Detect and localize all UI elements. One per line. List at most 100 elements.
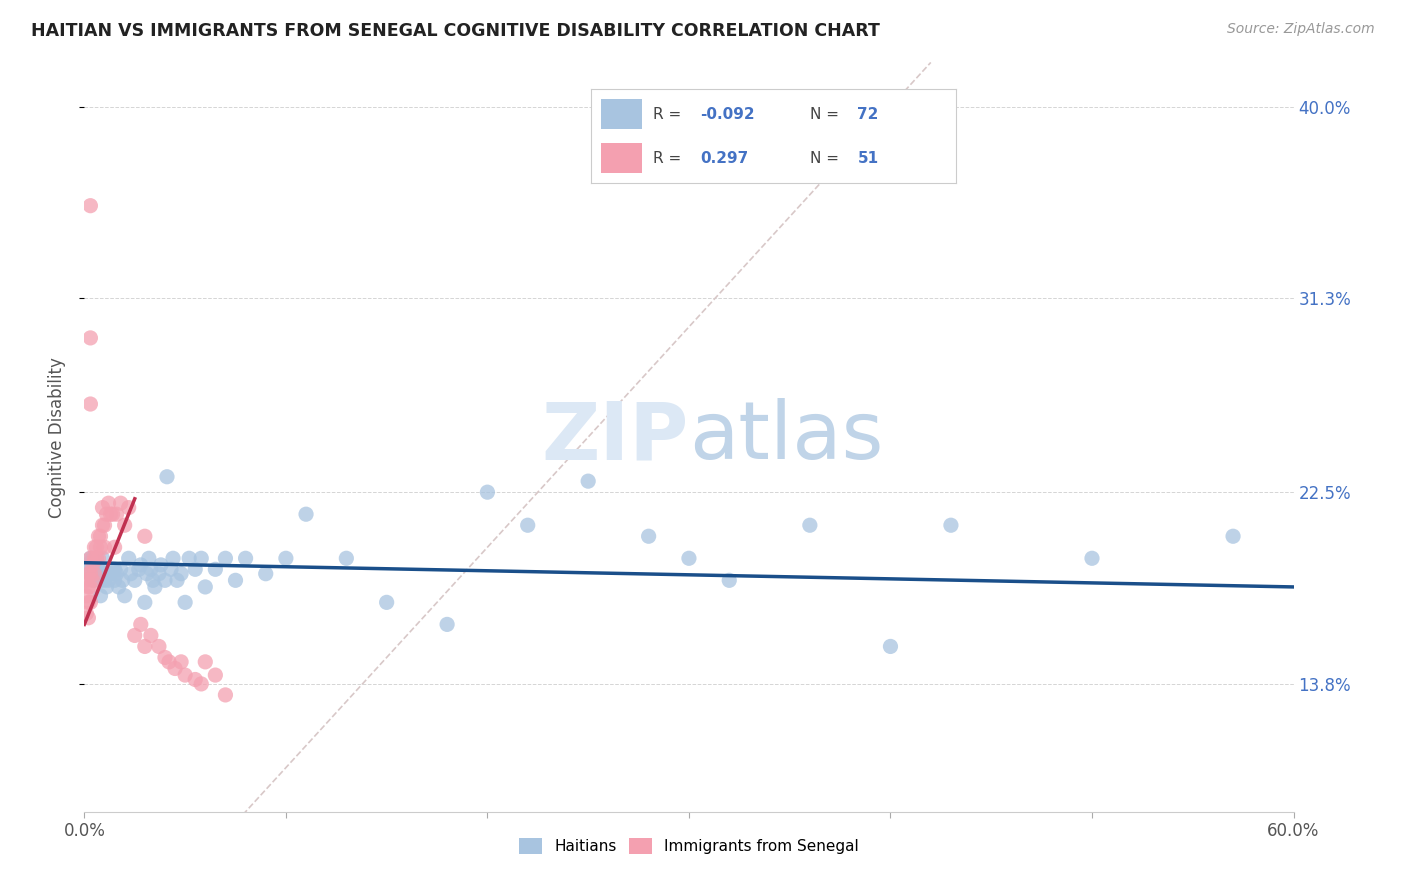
Point [89,541,111,555]
Point [83,574,105,588]
Point [1222,529,1244,543]
Point [79,199,101,213]
Point [89,589,111,603]
Point [79,397,101,411]
Point [79,595,101,609]
Point [184,673,207,687]
Point [75,589,97,603]
Point [91,500,114,515]
Point [170,655,193,669]
Point [143,580,166,594]
Point [799,518,821,533]
Point [157,655,180,669]
Point [118,500,141,515]
Point [77,595,100,609]
Point [91,518,114,533]
Point [83,562,105,576]
Point [120,566,142,581]
Point [89,529,111,543]
Point [194,580,217,594]
Point [86,551,108,566]
Point [225,574,247,588]
Point [114,518,136,533]
Point [149,558,172,572]
Legend: Haitians, Immigrants from Senegal: Haitians, Immigrants from Senegal [513,832,865,860]
Point [179,551,201,566]
Point [235,551,257,566]
Point [75,558,97,572]
Point [83,566,105,581]
Point [82,551,104,566]
Point [204,562,226,576]
Point [82,558,104,572]
Point [148,566,170,581]
Point [86,566,108,581]
Point [105,507,128,521]
Point [79,566,101,581]
Point [100,566,122,581]
Y-axis label: Cognitive Disability: Cognitive Disability [48,357,66,517]
Point [93,541,115,555]
Text: 51: 51 [858,151,879,166]
Point [516,518,538,533]
Point [214,688,236,702]
Point [214,551,236,566]
Point [91,551,114,566]
Text: atlas: atlas [689,398,883,476]
Point [160,562,183,576]
Point [436,617,458,632]
Point [375,595,398,609]
Point [174,595,197,609]
Point [153,574,176,588]
Point [678,551,700,566]
Point [83,541,105,555]
Text: 72: 72 [858,107,879,122]
Text: R =: R = [652,107,686,122]
Point [295,507,318,521]
Point [138,551,160,566]
Point [166,574,188,588]
Point [101,507,124,521]
Text: R =: R = [652,151,686,166]
Point [93,574,115,588]
Point [148,640,170,654]
Text: Source: ZipAtlas.com: Source: ZipAtlas.com [1227,22,1375,37]
Text: N =: N = [810,151,844,166]
Point [204,668,226,682]
Point [134,595,156,609]
Point [97,496,120,510]
Point [104,574,127,588]
Point [100,507,122,521]
Point [274,551,297,566]
Point [118,551,141,566]
Point [82,574,104,588]
Point [77,580,100,594]
Point [190,677,212,691]
Point [93,518,115,533]
Point [83,551,105,566]
Point [1081,551,1104,566]
Point [184,562,207,576]
Point [87,551,110,566]
Text: ZIP: ZIP [541,398,689,476]
Point [190,551,212,566]
Point [107,580,129,594]
Text: 0.297: 0.297 [700,151,748,166]
Point [114,589,136,603]
Point [129,558,152,572]
Point [104,541,127,555]
Point [139,562,162,576]
Point [101,562,124,576]
Point [124,628,146,642]
Point [170,566,193,581]
Point [97,574,120,588]
Point [477,485,499,500]
Point [75,574,97,588]
Point [79,566,101,581]
Point [939,518,962,533]
Point [110,496,132,510]
Point [124,574,146,588]
Point [254,566,277,581]
Point [156,469,179,483]
Point [129,617,152,632]
